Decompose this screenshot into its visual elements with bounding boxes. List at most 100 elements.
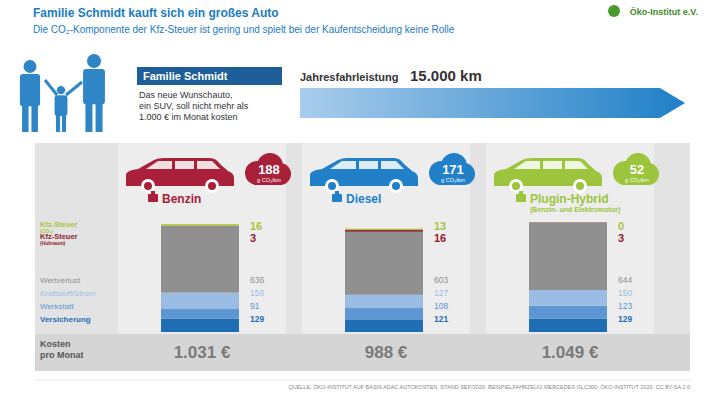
data-label: 644 bbox=[618, 275, 632, 285]
person-leg bbox=[56, 114, 60, 132]
legend-label: Wertverlust bbox=[40, 276, 81, 285]
car-wheel bbox=[205, 179, 219, 193]
category-label: Benzin bbox=[162, 192, 201, 206]
data-label: 0 bbox=[618, 220, 624, 232]
car-window bbox=[330, 161, 404, 169]
person-body bbox=[83, 69, 105, 104]
family-box bbox=[137, 67, 282, 85]
engine-icon bbox=[335, 191, 339, 194]
bar-segment bbox=[529, 306, 607, 319]
data-label: 3 bbox=[618, 232, 624, 244]
bar-segment bbox=[529, 319, 607, 332]
source: QUELLE: ÖKO-INSTITUT AUF BASIS ADAC AUTO… bbox=[288, 384, 690, 390]
car-hub bbox=[576, 182, 584, 190]
bar-segment bbox=[345, 295, 423, 308]
bar-segment bbox=[345, 319, 423, 332]
data-label: 13 bbox=[434, 220, 446, 232]
engine-icon bbox=[148, 194, 158, 202]
bar-segment bbox=[161, 293, 239, 309]
person-leg bbox=[22, 103, 28, 132]
bar-segment bbox=[345, 308, 423, 319]
emission-unit: g CO₂/km bbox=[441, 177, 465, 183]
car-hub bbox=[328, 182, 336, 190]
engine-icon bbox=[516, 194, 526, 202]
bar-segment bbox=[161, 319, 239, 332]
infographic: Familie Schmidt kauft sich ein großes Au… bbox=[0, 0, 704, 396]
category-detail: (Benzin- und Elektromotor) bbox=[530, 206, 620, 214]
car-wheel bbox=[509, 179, 523, 193]
family-text: 1.000 € im Monat kosten bbox=[139, 112, 238, 122]
logo-icon bbox=[608, 5, 620, 17]
engine-icon bbox=[332, 194, 342, 202]
car-window bbox=[146, 161, 220, 169]
family-text: ein SUV, soll nicht mehr als bbox=[139, 101, 249, 111]
car-icon bbox=[494, 158, 602, 193]
bar-segment bbox=[529, 222, 607, 223]
emission-value: 52 bbox=[630, 162, 644, 177]
data-label: 16 bbox=[250, 220, 262, 232]
person-head bbox=[24, 60, 37, 73]
car-icon bbox=[310, 158, 418, 193]
engine-icon bbox=[519, 191, 523, 194]
car-hub bbox=[144, 182, 152, 190]
logo: Öko-Institut e.V. bbox=[630, 7, 698, 17]
bar-segment bbox=[529, 222, 607, 223]
data-label: 603 bbox=[434, 275, 448, 285]
category-label: Diesel bbox=[346, 192, 381, 206]
panel bbox=[35, 143, 690, 371]
bar-segment bbox=[345, 229, 423, 230]
car-wheel bbox=[573, 179, 587, 193]
plot-area bbox=[161, 222, 607, 332]
co2-cloud bbox=[245, 153, 291, 185]
data-label: 127 bbox=[434, 288, 448, 298]
car-body bbox=[494, 158, 602, 186]
data-label: 3 bbox=[250, 232, 256, 244]
legend-label: Werkstatt bbox=[40, 302, 74, 311]
person-head bbox=[57, 86, 65, 94]
family-text: Das neue Wunschauto, bbox=[139, 90, 232, 100]
category-label: Plugin-Hybrid bbox=[530, 192, 609, 206]
person-head bbox=[87, 54, 101, 68]
data-label: 156 bbox=[250, 288, 264, 298]
total-value: 1.031 € bbox=[174, 343, 231, 362]
data-label: 129 bbox=[250, 314, 264, 324]
title: Familie Schmidt kauft sich ein großes Au… bbox=[33, 6, 279, 20]
co2-cloud bbox=[613, 153, 659, 185]
data-label: 129 bbox=[618, 314, 632, 324]
car-hub bbox=[392, 182, 400, 190]
car-hub bbox=[512, 182, 520, 190]
emission-unit: g CO₂/km bbox=[625, 177, 649, 183]
total-value: 1.049 € bbox=[542, 343, 599, 362]
subtitle: Die CO₂-Komponente der Kfz-Steuer ist ge… bbox=[33, 24, 455, 35]
bar-segment bbox=[529, 290, 607, 306]
bar-segment bbox=[161, 224, 239, 226]
emission-value: 171 bbox=[442, 162, 464, 177]
totals-band bbox=[35, 334, 690, 371]
person-body bbox=[55, 95, 68, 116]
bar-segment bbox=[161, 309, 239, 319]
bar-segment bbox=[345, 232, 423, 295]
data-label: 16 bbox=[434, 232, 446, 244]
totals-label: Kostenpro Monat bbox=[40, 339, 84, 360]
data-label: 636 bbox=[250, 275, 264, 285]
person-leg bbox=[31, 103, 37, 132]
legend-label: Kraftstoff/Strom bbox=[40, 289, 96, 298]
car-icon bbox=[126, 158, 234, 193]
mileage-value: 15.000 km bbox=[410, 67, 482, 84]
car-wheel bbox=[325, 179, 339, 193]
data-label: 123 bbox=[618, 301, 632, 311]
car-wheel bbox=[389, 179, 403, 193]
data-label: 150 bbox=[618, 288, 632, 298]
cloud-part bbox=[441, 153, 467, 179]
bar-segment bbox=[345, 230, 423, 232]
car-hub bbox=[208, 182, 216, 190]
hand bbox=[45, 80, 57, 95]
bar-segment bbox=[161, 226, 239, 292]
car-body bbox=[310, 158, 418, 186]
person-leg bbox=[62, 114, 66, 132]
total-value: 988 € bbox=[365, 343, 408, 362]
car-window bbox=[514, 161, 588, 169]
cloud-part bbox=[257, 153, 283, 179]
legend-label: Versicherung bbox=[40, 315, 91, 324]
engine-icon bbox=[151, 191, 155, 194]
